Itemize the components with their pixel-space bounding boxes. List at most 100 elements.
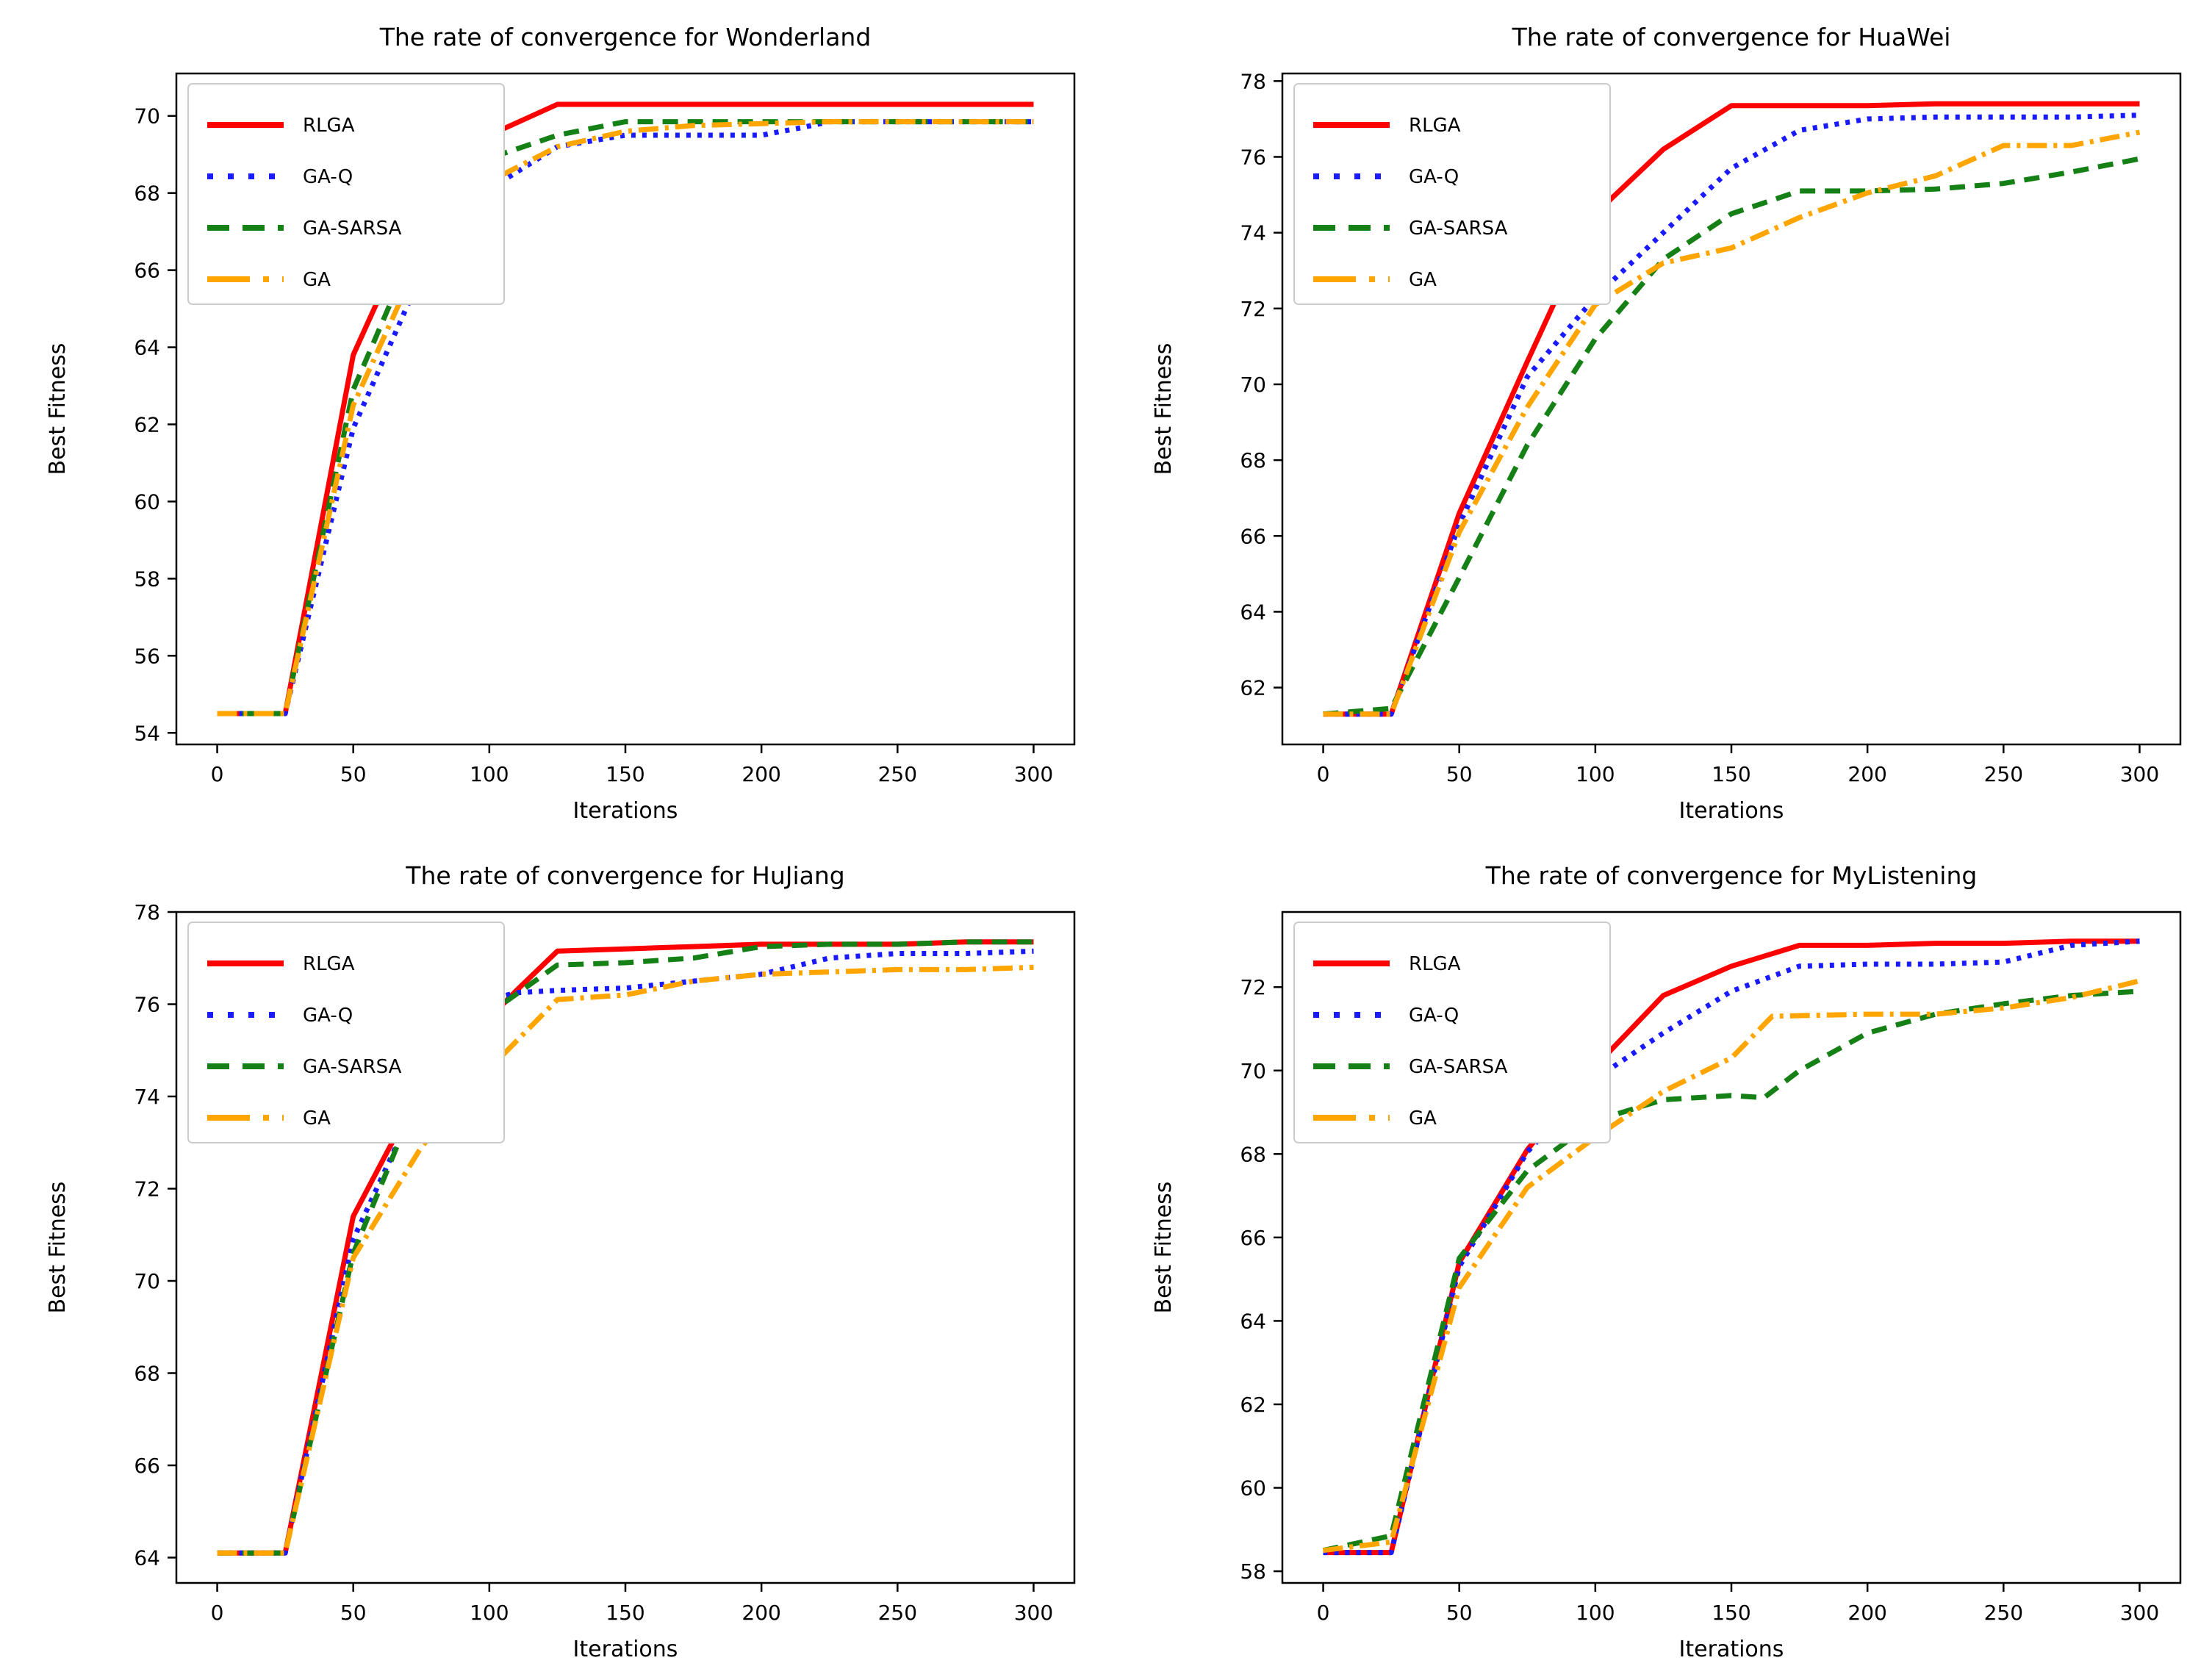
x-tick-label: 300 <box>2120 762 2159 786</box>
x-tick-label: 100 <box>470 1601 509 1625</box>
legend-label: GA-Q <box>303 1005 353 1027</box>
y-tick-label: 74 <box>1240 221 1266 245</box>
x-tick-label: 50 <box>340 762 367 786</box>
y-tick-label: 66 <box>134 1454 160 1478</box>
legend-item-ga-q: GA-Q <box>207 166 353 188</box>
y-tick-label: 60 <box>134 489 160 514</box>
legend: RLGA GA-Q GA-SARSA GA <box>187 922 505 1143</box>
x-tick-label: 0 <box>1317 762 1330 786</box>
legend: RLGA GA-Q GA-SARSA GA <box>1293 922 1611 1143</box>
legend-label: GA-SARSA <box>303 1056 402 1078</box>
legend-item-ga-sarsa: GA-SARSA <box>1313 218 1508 240</box>
y-tick-label: 56 <box>134 644 160 668</box>
y-tick-label: 74 <box>134 1085 160 1109</box>
legend-label: GA <box>1409 1107 1437 1130</box>
x-tick-label: 200 <box>1847 762 1886 786</box>
x-tick-label: 250 <box>878 1601 917 1625</box>
y-tick-label: 72 <box>1240 297 1266 321</box>
x-tick-label: 100 <box>1576 762 1615 786</box>
x-tick-label: 50 <box>340 1601 367 1625</box>
x-tick-label: 0 <box>211 1601 224 1625</box>
legend-box <box>187 83 505 305</box>
y-tick-label: 62 <box>1240 1393 1266 1417</box>
x-tick-label: 0 <box>211 762 224 786</box>
x-tick-label: 250 <box>1984 762 2023 786</box>
chart-cell-mylistening: The rate of convergence for MyListening I… <box>1106 838 2212 1677</box>
y-tick-label: 68 <box>1240 1142 1266 1166</box>
y-tick-label: 78 <box>134 900 160 924</box>
y-tick-label: 68 <box>1240 448 1266 473</box>
legend-item-ga-q: GA-Q <box>1313 166 1459 188</box>
chart-cell-wonderland: The rate of convergence for Wonderland It… <box>0 0 1106 838</box>
y-tick-label: 54 <box>134 721 160 745</box>
chart-title: The rate of convergence for HuJiang <box>405 861 844 890</box>
y-tick-label: 68 <box>134 1361 160 1385</box>
plot-border <box>1281 72 2182 746</box>
x-tick-label: 100 <box>470 762 509 786</box>
y-tick-label: 76 <box>1240 145 1266 169</box>
legend-item-rlga: RLGA <box>207 115 355 137</box>
legend-label: GA <box>303 269 331 291</box>
y-tick-label: 64 <box>1240 1309 1266 1333</box>
y-tick-label: 66 <box>134 259 160 283</box>
legend-box <box>187 922 505 1143</box>
legend: RLGA GA-Q GA-SARSA GA <box>187 83 505 305</box>
legend-box <box>1293 922 1611 1143</box>
x-tick-label: 0 <box>1317 1601 1330 1625</box>
legend-label: GA-SARSA <box>1409 1056 1508 1078</box>
legend-item-ga: GA <box>1313 269 1437 291</box>
y-tick-label: 64 <box>134 1545 160 1570</box>
legend-label: GA-SARSA <box>303 218 402 240</box>
series-line-rlga <box>217 101 1034 717</box>
y-axis-label: Best Fitness <box>1151 343 1177 475</box>
series-line-ga <box>1323 978 2141 1554</box>
plot-border <box>175 72 1076 746</box>
x-tick-label: 200 <box>1847 1601 1886 1625</box>
x-tick-label: 200 <box>741 762 780 786</box>
y-tick-label: 66 <box>1240 1226 1266 1250</box>
y-tick-label: 62 <box>134 412 160 437</box>
legend-label: GA-Q <box>303 166 353 188</box>
legend-label: GA-Q <box>1409 1005 1459 1027</box>
legend-label: RLGA <box>1409 953 1461 975</box>
y-tick-label: 60 <box>1240 1476 1266 1501</box>
series-line-ga <box>217 119 1034 717</box>
chart-title: The rate of convergence for Wonderland <box>379 23 872 51</box>
y-tick-label: 72 <box>134 1177 160 1201</box>
series-line-ga <box>1323 129 2141 717</box>
y-tick-label: 64 <box>134 336 160 360</box>
legend-label: GA <box>303 1107 331 1130</box>
x-tick-label: 100 <box>1576 1601 1615 1625</box>
x-tick-label: 150 <box>1712 762 1750 786</box>
y-axis-label: Best Fitness <box>1151 1182 1177 1314</box>
x-tick-label: 50 <box>1446 1601 1473 1625</box>
series-line-ga-q <box>217 948 1034 1556</box>
x-axis-label: Iterations <box>1679 798 1784 824</box>
legend-label: RLGA <box>1409 115 1461 137</box>
y-tick-label: 68 <box>134 182 160 206</box>
series-line-rlga <box>1323 101 2140 717</box>
legend-item-rlga: RLGA <box>207 953 355 975</box>
x-tick-label: 250 <box>878 762 917 786</box>
y-tick-label: 64 <box>1240 600 1266 624</box>
x-tick-label: 150 <box>606 762 644 786</box>
chart-title: The rate of convergence for HuaWei <box>1512 23 1951 51</box>
x-tick-label: 150 <box>606 1601 644 1625</box>
x-tick-label: 300 <box>1014 1601 1053 1625</box>
legend-box <box>1293 83 1611 305</box>
x-tick-label: 200 <box>741 1601 780 1625</box>
x-tick-label: 300 <box>1014 762 1053 786</box>
y-tick-label: 70 <box>134 1269 160 1293</box>
series-line-ga <box>217 964 1034 1556</box>
legend-item-ga: GA <box>207 1107 331 1130</box>
y-tick-label: 58 <box>1240 1559 1266 1584</box>
y-axis-label: Best Fitness <box>45 343 71 475</box>
x-tick-label: 300 <box>2120 1601 2159 1625</box>
x-tick-label: 50 <box>1446 762 1473 786</box>
y-axis-label: Best Fitness <box>45 1182 71 1314</box>
plot-border <box>1281 911 2182 1584</box>
chart-huawei: The rate of convergence for HuaWei Iterat… <box>1151 23 2182 824</box>
chart-hujiang: The rate of convergence for HuJiang Itera… <box>45 861 1076 1662</box>
legend-item-ga-sarsa: GA-SARSA <box>1313 1056 1508 1078</box>
